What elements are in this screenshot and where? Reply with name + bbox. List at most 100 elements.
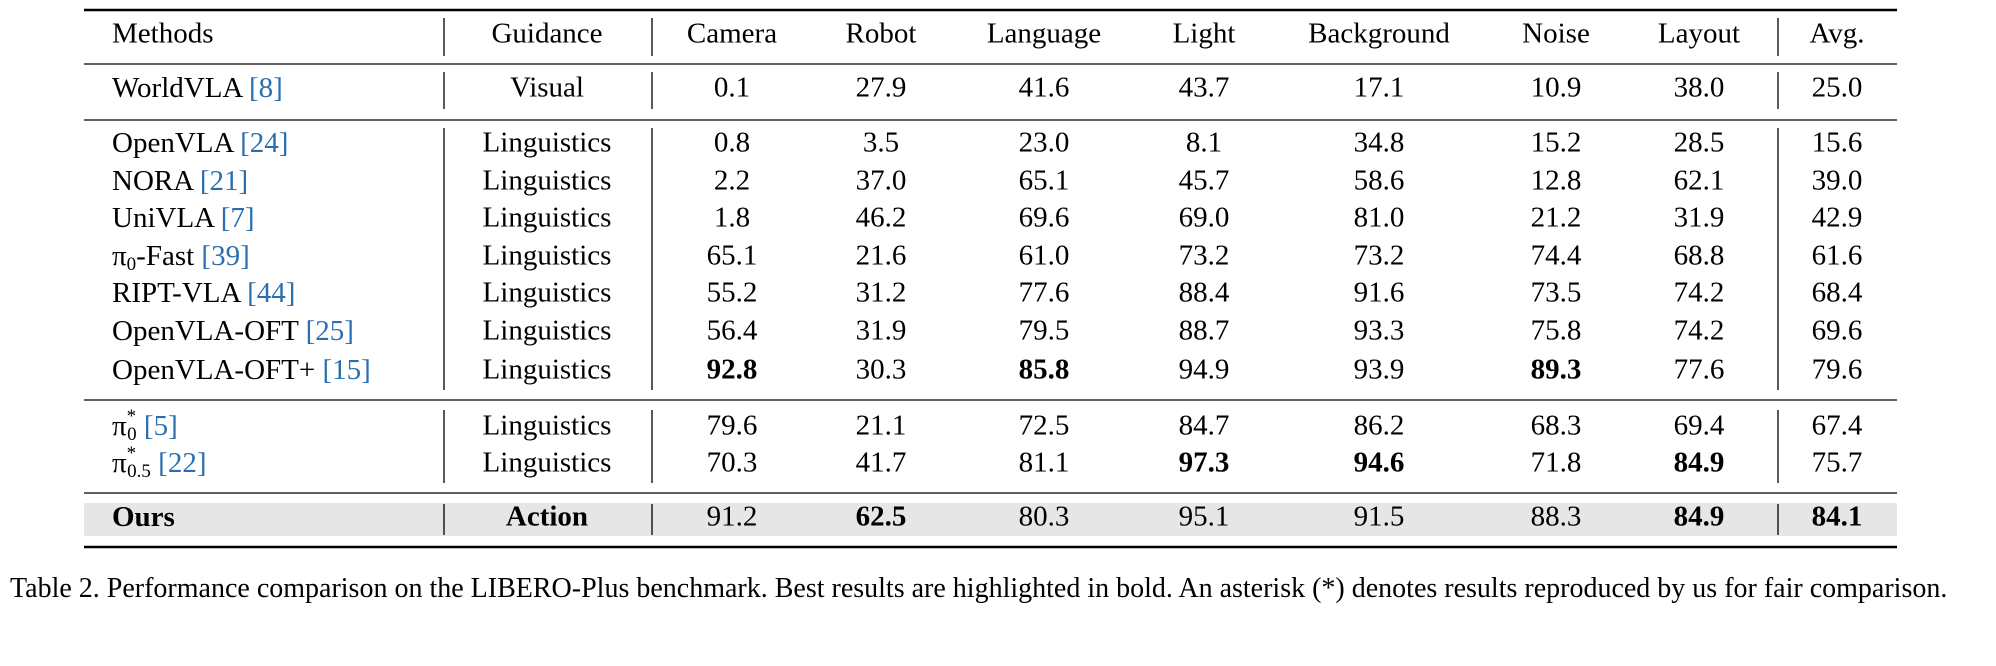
citation: [7] <box>221 202 255 234</box>
score: 56.4 <box>707 315 758 347</box>
score: 79.5 <box>1019 315 1070 347</box>
score: 68.8 <box>1674 240 1725 272</box>
score: 41.6 <box>1019 72 1070 104</box>
citation: [8] <box>249 72 283 104</box>
score: 71.8 <box>1531 447 1582 479</box>
method-base: π <box>112 240 127 272</box>
score: 68.3 <box>1531 410 1582 442</box>
method-name: π*0​ [5] <box>112 406 178 445</box>
score: 2.2 <box>714 165 750 197</box>
score: 65.1 <box>707 240 758 272</box>
score: 1.8 <box>714 202 750 234</box>
method-name: π0​-Fast [39] <box>112 240 250 276</box>
guidance: Linguistics <box>483 165 612 197</box>
gap <box>240 277 247 309</box>
score: 21.2 <box>1531 202 1582 234</box>
method-name: OpenVLA [24] <box>112 127 288 159</box>
score: 69.6 <box>1019 202 1070 234</box>
gap <box>193 165 200 197</box>
gap <box>151 447 158 479</box>
method-superscript: * <box>127 406 137 427</box>
score: 91.5 <box>1354 501 1405 533</box>
column-header: Noise <box>1522 18 1590 50</box>
citation: [22] <box>158 447 206 479</box>
guidance: Visual <box>510 72 584 104</box>
score: 88.4 <box>1179 277 1230 309</box>
score: 75.8 <box>1531 315 1582 347</box>
score: 31.2 <box>856 277 907 309</box>
score: 30.3 <box>856 354 907 386</box>
score: 31.9 <box>856 315 907 347</box>
method-base: OpenVLA-OFT+ <box>112 354 315 386</box>
score: 38.0 <box>1674 72 1725 104</box>
score: 73.2 <box>1179 240 1230 272</box>
guidance: Linguistics <box>483 202 612 234</box>
score: 62.5 <box>856 501 907 533</box>
method-base: π <box>112 447 127 479</box>
score: 79.6 <box>707 410 758 442</box>
score: 70.3 <box>707 447 758 479</box>
score: 41.7 <box>856 447 907 479</box>
score: 91.6 <box>1354 277 1405 309</box>
score: 73.2 <box>1354 240 1405 272</box>
score: 84.1 <box>1812 501 1863 533</box>
method-base: NORA <box>112 165 194 197</box>
guidance: Linguistics <box>483 447 612 479</box>
score: 91.2 <box>707 501 758 533</box>
score: 77.6 <box>1674 354 1725 386</box>
method-base: π <box>112 410 127 442</box>
score: 25.0 <box>1812 72 1863 104</box>
score: 81.0 <box>1354 202 1405 234</box>
citation: [44] <box>247 277 295 309</box>
score: 79.6 <box>1812 354 1863 386</box>
score: 0.8 <box>714 127 750 159</box>
column-header: Guidance <box>491 18 602 50</box>
score: 68.4 <box>1812 277 1863 309</box>
score: 34.8 <box>1354 127 1405 159</box>
method-base: Ours <box>112 501 175 533</box>
score: 74.2 <box>1674 315 1725 347</box>
score: 15.2 <box>1531 127 1582 159</box>
score: 74.4 <box>1531 240 1582 272</box>
method-name: RIPT-VLA [44] <box>112 277 295 309</box>
column-header: Methods <box>112 18 214 50</box>
citation: [39] <box>201 240 249 272</box>
score: 8.1 <box>1186 127 1222 159</box>
score: 3.5 <box>863 127 899 159</box>
score: 74.2 <box>1674 277 1725 309</box>
score: 77.6 <box>1019 277 1070 309</box>
score: 89.3 <box>1531 354 1582 386</box>
gap <box>298 315 305 347</box>
method-base: RIPT-VLA <box>112 277 241 309</box>
score: 58.6 <box>1354 165 1405 197</box>
score: 80.3 <box>1019 501 1070 533</box>
method-base: UniVLA <box>112 202 215 234</box>
column-header: Layout <box>1658 18 1740 50</box>
citation: [24] <box>240 127 288 159</box>
method-name: Ours <box>112 501 175 533</box>
score: 0.1 <box>714 72 750 104</box>
score: 88.3 <box>1531 501 1582 533</box>
score: 61.0 <box>1019 240 1070 272</box>
guidance: Linguistics <box>483 240 612 272</box>
score: 67.4 <box>1812 410 1863 442</box>
score: 37.0 <box>856 165 907 197</box>
gap <box>242 72 249 104</box>
method-name: WorldVLA [8] <box>112 72 283 104</box>
score: 94.9 <box>1179 354 1230 386</box>
method-superscript: * <box>127 443 137 464</box>
method-base: WorldVLA <box>112 72 243 104</box>
guidance: Linguistics <box>483 354 612 386</box>
guidance: Linguistics <box>483 127 612 159</box>
score: 88.7 <box>1179 315 1230 347</box>
score: 73.5 <box>1531 277 1582 309</box>
citation: [5] <box>144 410 178 442</box>
method-base: OpenVLA-OFT <box>112 315 299 347</box>
score: 17.1 <box>1354 72 1405 104</box>
score: 23.0 <box>1019 127 1070 159</box>
score: 86.2 <box>1354 410 1405 442</box>
gap <box>194 240 201 272</box>
score: 69.6 <box>1812 315 1863 347</box>
citation: [25] <box>306 315 354 347</box>
